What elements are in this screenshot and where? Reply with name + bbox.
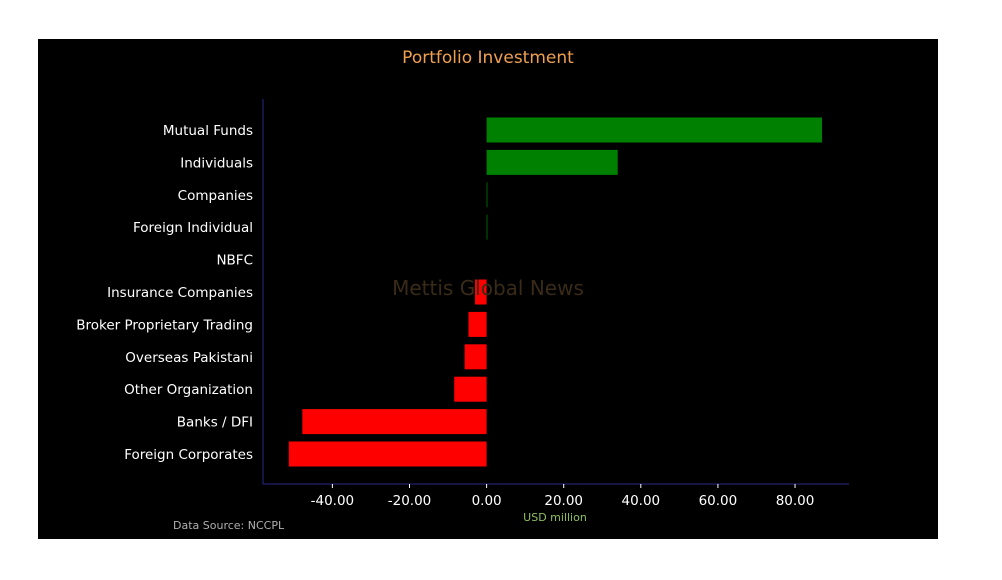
bar-mutual-funds <box>486 117 823 143</box>
x-tick-label: 40.00 <box>621 493 660 509</box>
y-tick-label: Insurance Companies <box>107 285 253 301</box>
x-tick-label: 80.00 <box>776 493 815 509</box>
x-tick-label: 20.00 <box>544 493 583 509</box>
chart-title: Portfolio Investment <box>402 48 574 68</box>
y-tick-labels: Mutual Funds Individuals Companies Foreign … <box>76 123 253 463</box>
y-tick-label: Foreign Corporates <box>124 447 253 463</box>
bar-other-organization <box>454 376 487 402</box>
y-tick-label: Foreign Individual <box>133 220 253 236</box>
x-axis-label: USD million <box>523 511 587 524</box>
y-tick-label: Broker Proprietary Trading <box>76 317 253 333</box>
x-ticks: -40.00 -20.00 0.00 20.00 40.00 60.00 80.00 <box>311 484 815 509</box>
x-tick-label: 60.00 <box>699 493 738 509</box>
bar-individuals <box>486 149 618 175</box>
bar-banks-dfi <box>302 409 487 435</box>
x-tick-label: -40.00 <box>311 493 355 509</box>
chart-svg: Portfolio Investment Mutual Funds Individ… <box>76 48 849 532</box>
y-tick-label: Mutual Funds <box>163 123 253 139</box>
y-tick-label: NBFC <box>216 253 253 269</box>
x-tick-label: -20.00 <box>388 493 432 509</box>
chart-panel: Portfolio Investment Mutual Funds Individ… <box>38 39 938 539</box>
bar-foreign-corporates <box>288 441 487 467</box>
data-source-note: Data Source: NCCPL <box>173 519 285 532</box>
bar-foreign-individual <box>486 214 488 240</box>
y-tick-label: Companies <box>178 188 253 204</box>
bars-group <box>288 117 823 467</box>
bar-insurance-companies <box>475 279 487 305</box>
watermark: Mettis Global News <box>392 276 584 300</box>
bar-overseas-pakistani <box>464 344 487 370</box>
y-tick-label: Overseas Pakistani <box>125 350 253 366</box>
y-tick-label: Individuals <box>180 155 253 171</box>
y-tick-label: Other Organization <box>124 382 253 398</box>
bar-broker-proprietary-trading <box>468 311 487 337</box>
y-tick-label: Banks / DFI <box>177 415 253 431</box>
bar-companies <box>486 182 488 208</box>
x-tick-label: 0.00 <box>472 493 502 509</box>
